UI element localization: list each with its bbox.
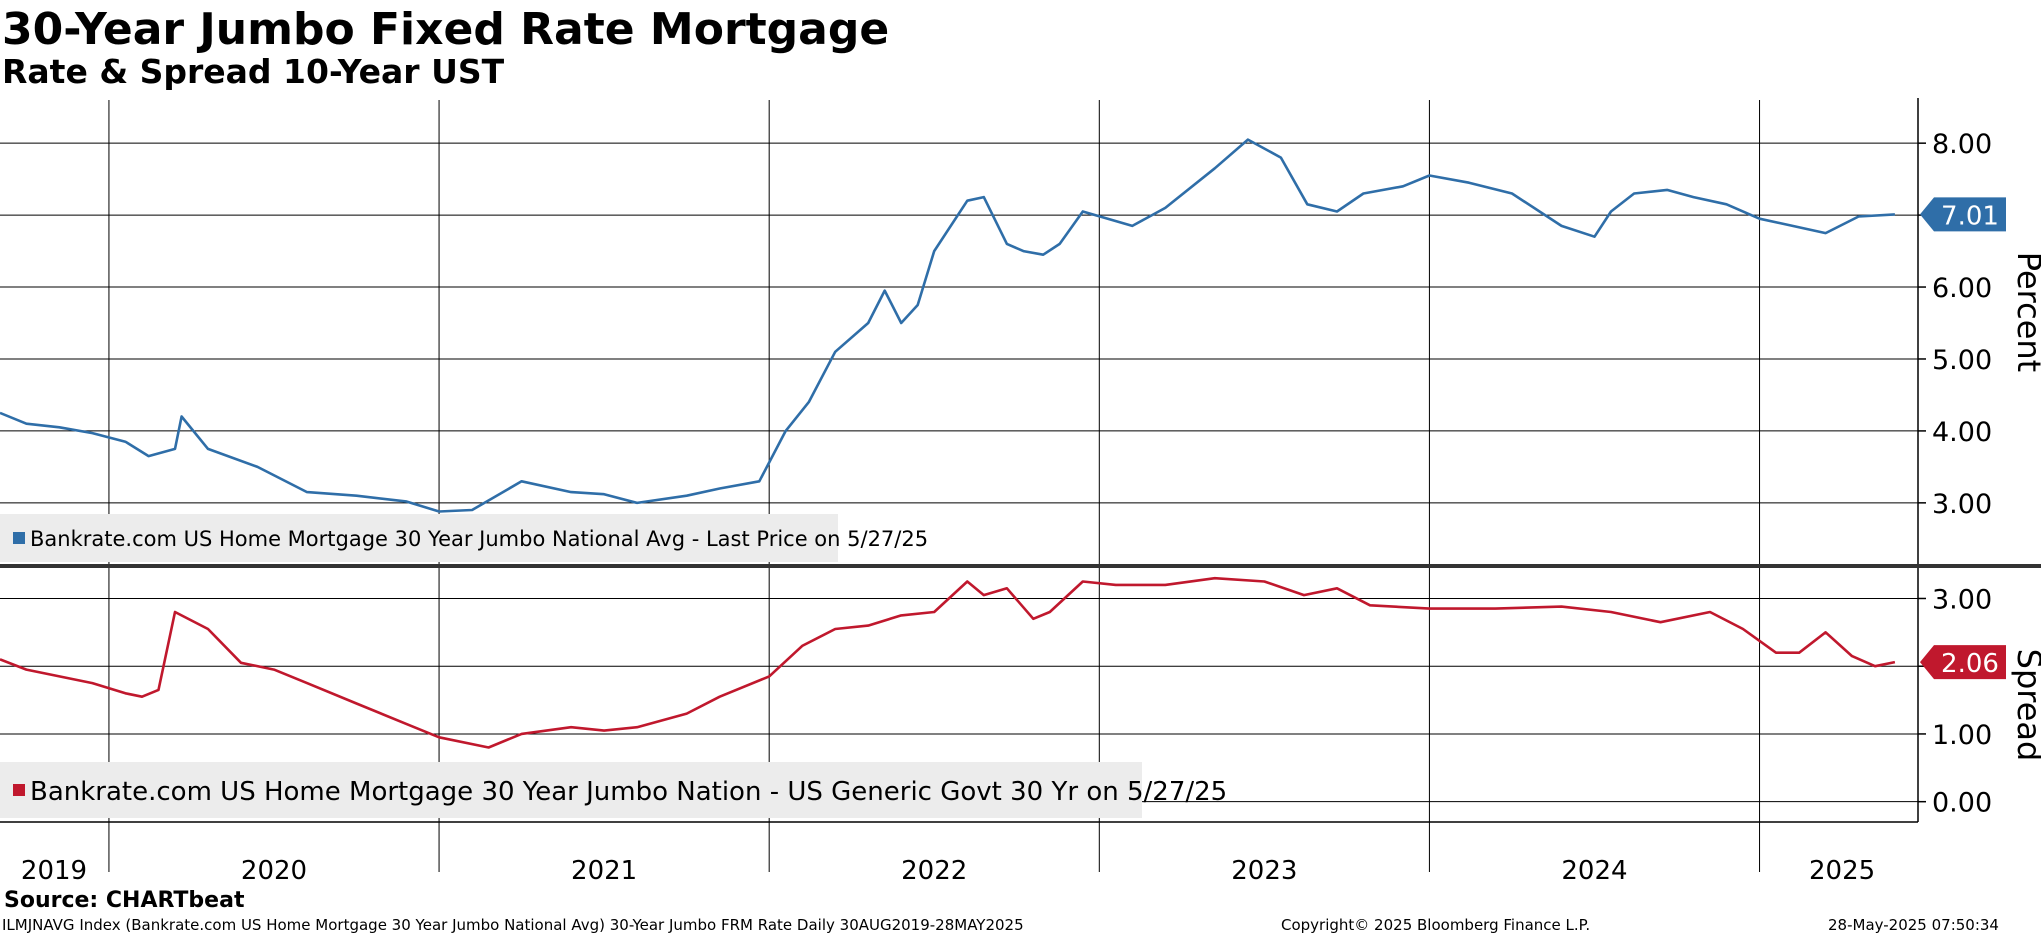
- y-axis-title: Spread: [2010, 649, 2041, 762]
- y-tick-label: 6.00: [1932, 273, 1992, 304]
- legend-swatch: [13, 784, 25, 796]
- source-label: Source: CHARTbeat: [4, 888, 245, 913]
- copyright-notice: Copyright© 2025 Bloomberg Finance L.P.: [1281, 916, 1591, 934]
- legend-box: [0, 514, 838, 562]
- legend-label: Bankrate.com US Home Mortgage 30 Year Ju…: [30, 527, 928, 551]
- x-tick-label-2025: 2025: [1809, 856, 1875, 886]
- x-tick-label-2023: 2023: [1231, 856, 1297, 886]
- x-tick-label-2021: 2021: [571, 856, 637, 886]
- y-tick-label: 0.00: [1932, 788, 1992, 819]
- chart-subtitle: Rate & Spread 10-Year UST: [2, 52, 505, 91]
- ticker-description: ILMJNAVG Index (Bankrate.com US Home Mor…: [2, 916, 1024, 934]
- y-tick-label: 3.00: [1932, 489, 1992, 520]
- last-value-label: 7.01: [1941, 201, 1999, 231]
- series-line-rate: [0, 138, 1895, 513]
- x-tick-label-2020: 2020: [241, 856, 307, 886]
- y-tick-label: 3.00: [1932, 584, 1992, 615]
- last-value-marker: [1920, 645, 2006, 680]
- x-tick-label-2022: 2022: [901, 856, 967, 886]
- y-tick-label: 4.00: [1932, 417, 1992, 448]
- y-tick-label: 1.00: [1932, 720, 1992, 751]
- y-axis-title: Percent: [2010, 252, 2041, 372]
- legend-box: [0, 762, 1142, 818]
- series-line-spread: [0, 576, 1896, 749]
- timestamp: 28-May-2025 07:50:34: [1828, 916, 1999, 934]
- x-tick-label-2024: 2024: [1561, 856, 1627, 886]
- y-tick-label: 5.00: [1932, 345, 1992, 376]
- legend-label: Bankrate.com US Home Mortgage 30 Year Ju…: [30, 777, 1227, 807]
- last-value-marker: [1920, 197, 2006, 232]
- y-tick-label: 8.00: [1932, 129, 1992, 160]
- x-tick-label-2019: 2019: [21, 856, 87, 886]
- chart-title: 30-Year Jumbo Fixed Rate Mortgage: [2, 4, 890, 55]
- legend-swatch: [13, 532, 25, 544]
- last-value-label: 2.06: [1941, 649, 1999, 679]
